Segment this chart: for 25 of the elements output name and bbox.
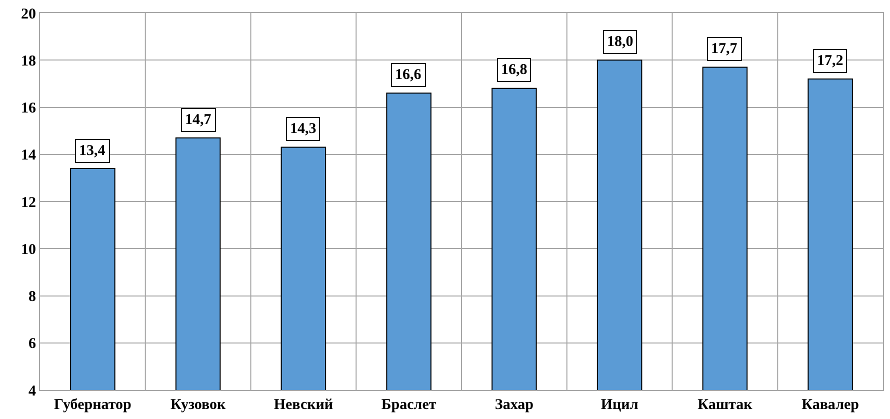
x-tick-label: Захар <box>494 397 534 413</box>
y-tick-label: 8 <box>28 289 36 305</box>
data-label: 16,6 <box>395 67 422 83</box>
data-label: 14,7 <box>185 112 212 128</box>
y-tick-label: 4 <box>28 383 36 400</box>
y-tick-label: 20 <box>21 6 36 22</box>
x-tick-label: Браслет <box>381 397 437 413</box>
data-label: 17,7 <box>711 41 738 57</box>
data-label: 13,4 <box>79 143 106 159</box>
y-tick-label: 6 <box>28 336 36 352</box>
data-label: 18,0 <box>607 34 634 50</box>
data-label: 17,2 <box>817 53 844 69</box>
y-tick-label: 16 <box>21 100 36 116</box>
x-tick-label: Кавалер <box>802 397 859 413</box>
x-tick-label: Губернатор <box>54 397 132 413</box>
data-label: 16,8 <box>501 62 528 78</box>
x-tick-label: Ицил <box>600 397 639 413</box>
x-tick-label: Невский <box>274 397 334 413</box>
data-label: 14,3 <box>290 121 316 137</box>
y-tick-label: 14 <box>21 148 36 164</box>
x-tick-label: Кузовок <box>170 397 226 413</box>
x-tick-label: Каштак <box>698 397 753 413</box>
y-tick-label: 18 <box>21 53 36 70</box>
y-tick-label: 10 <box>21 242 36 258</box>
y-tick-label: 12 <box>21 194 36 211</box>
